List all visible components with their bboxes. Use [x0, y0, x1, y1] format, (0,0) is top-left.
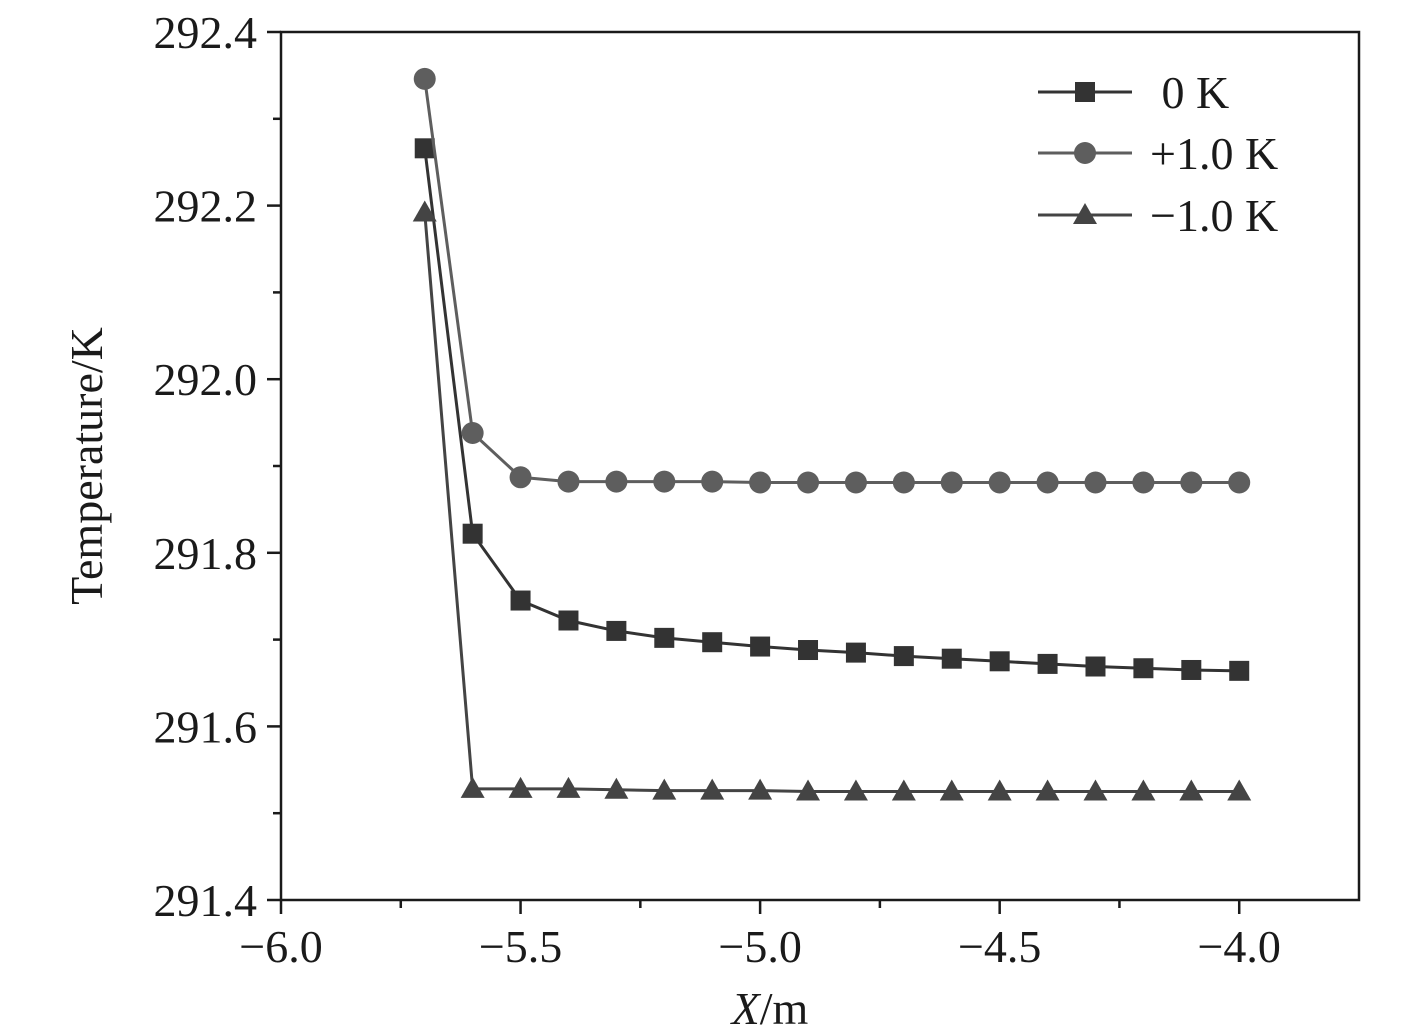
series-triangle: [412, 200, 1252, 801]
data-point-circle: [940, 471, 963, 494]
legend-marker-circle: [1074, 142, 1096, 164]
data-point-circle: [461, 422, 484, 445]
data-point-triangle: [748, 778, 773, 800]
data-point-square: [1133, 658, 1154, 679]
data-point-triangle: [652, 778, 677, 800]
data-point-square: [462, 523, 483, 544]
data-point-square: [702, 632, 723, 653]
y-tick-label: 291.8: [154, 528, 258, 579]
data-point-triangle: [987, 779, 1012, 801]
axis-ticks: −6.0 −5.5 −5.0 −4.5 −4.0 291.4 291.6 291.8 292.0…: [154, 7, 1281, 972]
data-point-square: [798, 640, 819, 661]
data-point-square: [893, 646, 914, 667]
legend-item: −1.0 K: [1038, 190, 1278, 241]
data-point-triangle: [604, 777, 629, 799]
series-line: [423, 78, 1240, 484]
data-point-triangle: [1131, 779, 1156, 801]
data-point-circle: [653, 470, 676, 493]
data-point-triangle: [508, 776, 533, 798]
y-tick-label: 292.0: [154, 354, 258, 405]
data-point-square: [414, 138, 435, 159]
data-point-square: [941, 648, 962, 669]
data-point-triangle: [939, 779, 964, 801]
data-point-square: [845, 642, 866, 663]
data-point-square: [1085, 656, 1106, 677]
x-tick-label: −6.0: [239, 921, 322, 972]
data-point-circle: [509, 466, 532, 489]
data-point-triangle: [556, 776, 581, 798]
data-point-circle: [1132, 471, 1155, 494]
legend-marker-triangle: [1073, 203, 1097, 224]
y-tick-label: 292.2: [154, 181, 258, 232]
data-point-square: [750, 636, 771, 657]
data-point-circle: [844, 471, 867, 494]
data-point-triangle: [1083, 779, 1108, 801]
data-point-square: [1037, 653, 1058, 674]
legend-item: +1.0 K: [1038, 128, 1278, 179]
data-point-triangle: [1227, 779, 1252, 801]
data-point-circle: [988, 471, 1011, 494]
series-line: [423, 148, 1240, 673]
data-point-square: [1181, 659, 1202, 680]
data-point-square: [654, 627, 675, 648]
data-point-square: [1229, 660, 1250, 681]
data-point-circle: [1084, 471, 1107, 494]
data-point-circle: [605, 470, 628, 493]
x-tick-label: −4.0: [1197, 921, 1280, 972]
x-tick-label: −5.0: [718, 921, 801, 972]
series-group: [412, 67, 1252, 801]
y-tick-label: 291.4: [154, 875, 258, 926]
legend-item: 0 K: [1038, 67, 1229, 118]
y-tick-label: 292.4: [154, 7, 258, 58]
series-line: [423, 212, 1240, 793]
data-point-circle: [413, 67, 436, 90]
x-axis-title: X/m: [730, 983, 809, 1028]
data-point-triangle: [796, 779, 821, 801]
data-point-triangle: [412, 200, 437, 222]
series-circle: [413, 67, 1251, 494]
legend-label: +1.0 K: [1150, 128, 1278, 179]
y-axis-title: Temperature/K: [61, 327, 112, 605]
x-tick-label: −4.5: [958, 921, 1041, 972]
data-point-triangle: [891, 779, 916, 801]
legend: 0 K +1.0 K −1.0 K: [1038, 67, 1278, 241]
data-point-triangle: [843, 779, 868, 801]
x-axis-title-unit: /m: [760, 983, 809, 1028]
data-point-triangle: [460, 776, 485, 798]
legend-label: −1.0 K: [1150, 190, 1278, 241]
data-point-triangle: [700, 778, 725, 800]
data-point-circle: [892, 471, 915, 494]
data-point-triangle: [1179, 779, 1204, 801]
data-point-triangle: [1035, 779, 1060, 801]
data-point-square: [989, 651, 1010, 672]
data-point-circle: [1180, 471, 1203, 494]
legend-label: 0 K: [1150, 67, 1229, 118]
data-point-circle: [1036, 471, 1059, 494]
series-square: [414, 138, 1250, 681]
data-point-square: [606, 620, 627, 641]
data-point-circle: [557, 470, 580, 493]
data-point-circle: [1228, 471, 1251, 494]
data-point-square: [558, 610, 579, 631]
data-point-circle: [797, 471, 820, 494]
data-point-circle: [749, 471, 772, 494]
x-axis-title-variable: X: [730, 983, 762, 1028]
y-tick-label: 291.6: [154, 701, 258, 752]
x-tick-label: −5.5: [479, 921, 562, 972]
legend-marker-square: [1075, 82, 1095, 102]
data-point-circle: [701, 470, 724, 493]
data-point-square: [510, 590, 531, 611]
